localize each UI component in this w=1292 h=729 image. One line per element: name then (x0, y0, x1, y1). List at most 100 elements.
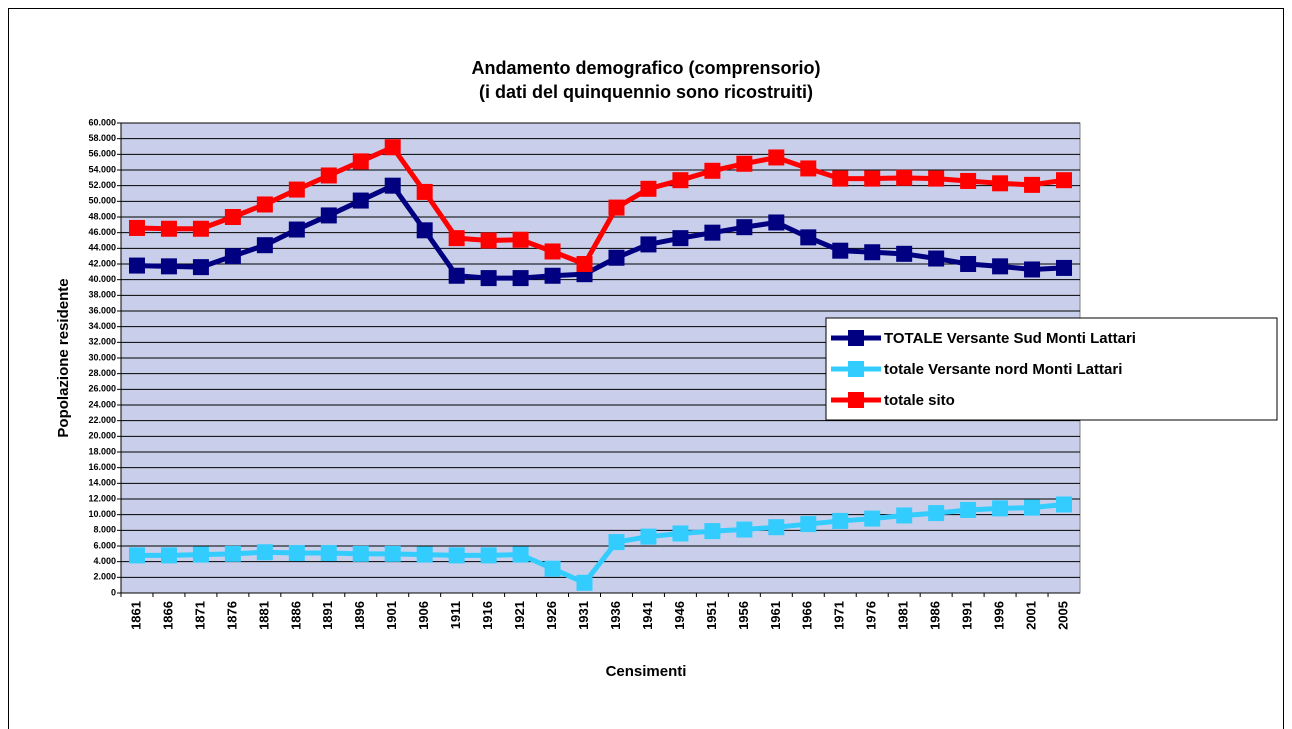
marker (160, 547, 177, 564)
y-tick-label: 58.000 (88, 133, 116, 143)
x-tick-label: 1906 (416, 601, 431, 630)
x-tick-label: 1911 (448, 601, 463, 629)
x-tick-label: 1861 (128, 601, 143, 630)
x-tick-label: 1916 (480, 601, 495, 630)
marker (160, 220, 177, 237)
chart-title: Andamento demografico (comprensorio) (471, 58, 820, 78)
y-axis-label: Popolazione residente (55, 278, 72, 437)
marker (1024, 261, 1041, 278)
marker (640, 236, 657, 253)
marker (192, 259, 209, 276)
legend-marker (848, 392, 864, 408)
y-tick-label: 12.000 (88, 493, 116, 503)
marker (128, 219, 145, 236)
legend-box (825, 317, 1278, 421)
x-tick-label: 1961 (768, 601, 783, 630)
marker (544, 560, 561, 577)
marker (928, 505, 945, 522)
marker (320, 545, 337, 562)
y-tick-label: 2.000 (93, 572, 116, 582)
marker (544, 267, 561, 284)
marker (160, 258, 177, 275)
chart-subtitle: (i dati del quinquennio sono ricostruiti… (479, 82, 813, 102)
y-tick-label: 36.000 (88, 305, 116, 315)
marker (640, 528, 657, 545)
y-tick-label: 34.000 (88, 321, 116, 331)
marker (320, 207, 337, 224)
x-tick-label: 1946 (672, 601, 687, 630)
marker (224, 209, 241, 225)
marker (736, 155, 753, 172)
x-tick-label: 1976 (864, 601, 879, 630)
marker (608, 249, 625, 266)
y-tick-label: 42.000 (88, 258, 116, 268)
marker (256, 544, 273, 561)
x-tick-label: 1896 (352, 601, 367, 630)
marker (512, 546, 529, 563)
marker (704, 523, 721, 540)
x-tick-label: 1986 (928, 601, 943, 630)
legend-label: totale sito (884, 392, 955, 409)
marker (256, 196, 273, 213)
marker (288, 221, 305, 238)
marker (512, 270, 529, 287)
marker (576, 256, 593, 272)
marker (992, 500, 1009, 517)
marker (1024, 499, 1041, 516)
x-tick-label: 1881 (256, 601, 271, 630)
y-tick-label: 4.000 (93, 556, 116, 566)
marker (288, 545, 305, 562)
marker (960, 501, 977, 518)
marker (416, 183, 433, 200)
marker (864, 244, 881, 261)
marker (768, 519, 785, 536)
marker (672, 525, 689, 542)
x-tick-label: 1921 (512, 601, 527, 630)
marker (608, 199, 625, 216)
y-tick-label: 60.000 (88, 117, 116, 127)
marker (224, 545, 241, 562)
marker (992, 175, 1009, 192)
marker (512, 231, 529, 248)
marker (192, 220, 209, 237)
marker (384, 139, 401, 156)
marker (800, 229, 817, 246)
marker (864, 170, 881, 187)
marker (480, 270, 497, 287)
x-tick-label: 1926 (544, 601, 559, 630)
marker (416, 222, 433, 239)
marker (896, 169, 913, 186)
x-tick-label: 1886 (288, 601, 303, 630)
marker (1056, 259, 1073, 276)
x-tick-label: 1866 (160, 601, 175, 630)
y-tick-label: 52.000 (88, 180, 116, 190)
marker (640, 180, 657, 197)
marker (1056, 172, 1073, 189)
marker (800, 516, 817, 533)
marker (800, 160, 817, 177)
y-tick-label: 14.000 (88, 478, 116, 488)
x-tick-label: 1936 (608, 601, 623, 630)
marker (928, 170, 945, 187)
x-tick-label: 1981 (896, 601, 911, 630)
x-tick-label: 1951 (704, 601, 719, 630)
marker (960, 256, 977, 272)
marker (352, 545, 369, 562)
y-tick-label: 50.000 (88, 196, 116, 206)
marker (768, 214, 785, 231)
y-tick-label: 30.000 (88, 352, 116, 362)
x-tick-label: 1931 (576, 601, 591, 630)
marker (864, 510, 881, 527)
y-tick-label: 8.000 (93, 525, 116, 535)
marker (128, 257, 145, 274)
y-tick-label: 54.000 (88, 164, 116, 174)
marker (416, 546, 433, 563)
marker (896, 245, 913, 262)
marker (384, 177, 401, 194)
y-tick-label: 28.000 (88, 368, 116, 378)
y-tick-label: 10.000 (88, 509, 116, 519)
marker (224, 248, 241, 265)
marker (448, 230, 465, 247)
legend-label: TOTALE Versante Sud Monti Lattari (884, 330, 1136, 347)
